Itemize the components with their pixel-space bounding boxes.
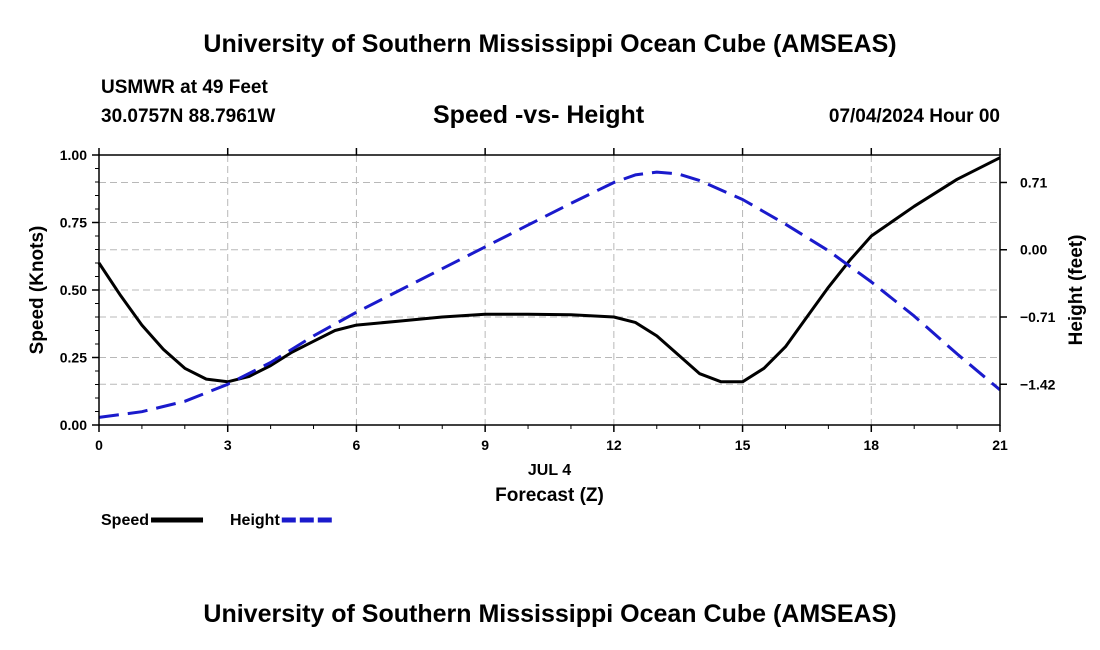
x-axis-date-label: JUL 4 bbox=[528, 462, 571, 479]
y2-tick-label: −0.71 bbox=[1020, 309, 1056, 325]
x-tick-label: 21 bbox=[992, 437, 1008, 453]
x-tick-label: 6 bbox=[353, 437, 361, 453]
y-tick-label: 0.75 bbox=[60, 215, 87, 231]
x-tick-label: 0 bbox=[95, 437, 103, 453]
series-line-height bbox=[98, 170, 1001, 419]
station-coordinates: 30.0757N 88.7961W bbox=[101, 106, 276, 127]
footer-title: University of Southern Mississippi Ocean… bbox=[203, 600, 897, 628]
legend-label-height: Height bbox=[230, 512, 280, 529]
x-tick-label: 9 bbox=[481, 437, 489, 453]
series-layer bbox=[97, 156, 1001, 419]
x-tick-label: 3 bbox=[224, 437, 232, 453]
x-tick-label: 18 bbox=[863, 437, 879, 453]
station-label: USMWR at 49 Feet bbox=[101, 77, 268, 98]
y2-tick-label: 0.00 bbox=[1020, 242, 1047, 258]
x-tick-label: 12 bbox=[606, 437, 622, 453]
chart-subtitle: Speed -vs- Height bbox=[433, 101, 645, 129]
y-tick-label: 0.50 bbox=[60, 282, 87, 298]
y2-tick-label: 0.71 bbox=[1020, 174, 1047, 190]
y-tick-label: 1.00 bbox=[60, 147, 87, 163]
grid-lines bbox=[99, 154, 1000, 425]
axes-layer: 0 3 6 9 12 15 18 21 0.00 0.25 0.50 0.75 1.00 0.71 0.00… bbox=[27, 147, 1087, 506]
y-axis-label: Speed (Knots) bbox=[27, 226, 48, 355]
legend-label-speed: Speed bbox=[101, 512, 149, 529]
forecast-datetime: 07/04/2024 Hour 00 bbox=[828, 106, 1000, 127]
y-tick-label: 0.00 bbox=[60, 417, 87, 433]
x-tick-label: 15 bbox=[735, 437, 751, 453]
y-tick-label: 0.25 bbox=[60, 350, 87, 366]
x-axis-label: Forecast (Z) bbox=[495, 485, 604, 506]
chart-title: University of Southern Mississippi Ocean… bbox=[203, 30, 897, 58]
y2-tick-label: −1.42 bbox=[1020, 376, 1056, 392]
legend: Speed Height bbox=[101, 512, 334, 529]
y2-axis-label: Height (feet) bbox=[1066, 235, 1087, 346]
series-line-speed bbox=[97, 156, 1001, 384]
